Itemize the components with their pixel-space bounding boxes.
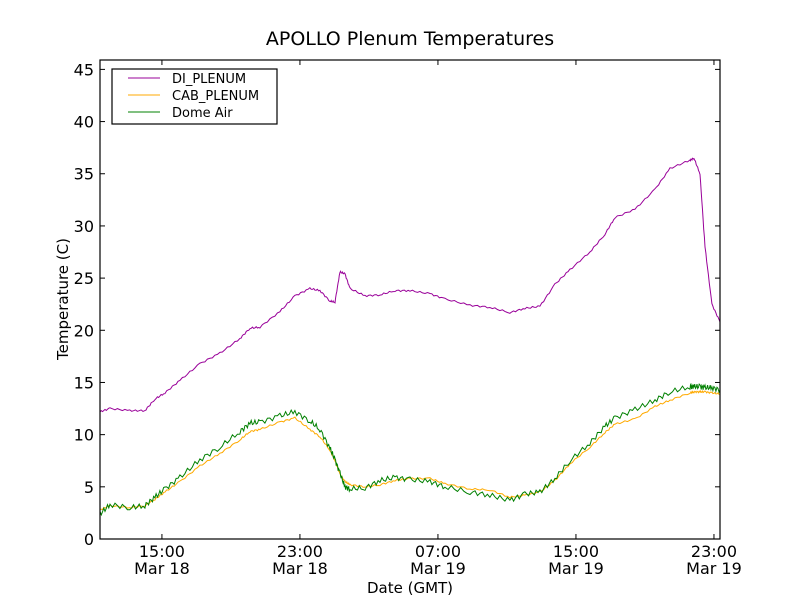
y-tick-label: 45	[74, 60, 94, 79]
x-tick-time-label: 15:00	[553, 542, 599, 561]
y-tick-label: 20	[74, 321, 94, 340]
y-tick-label: 10	[74, 426, 94, 445]
x-tick-time-label: 23:00	[277, 542, 323, 561]
y-tick-label: 35	[74, 165, 94, 184]
x-tick-date-label: Mar 19	[548, 559, 604, 578]
x-tick-date-label: Mar 18	[134, 559, 190, 578]
y-tick-label: 15	[74, 373, 94, 392]
series-line	[99, 389, 721, 511]
chart-title: APOLLO Plenum Temperatures	[266, 28, 554, 50]
y-tick-label: 40	[74, 113, 94, 132]
series-cab-plenum	[99, 389, 721, 511]
y-tick-label: 25	[74, 269, 94, 288]
x-tick-time-label: 23:00	[691, 542, 737, 561]
plot-frame	[99, 59, 721, 540]
x-tick-date-label: Mar 18	[272, 559, 328, 578]
x-tick-date-label: Mar 19	[410, 559, 466, 578]
x-tick-time-label: 07:00	[415, 542, 461, 561]
legend-item: CAB_PLENUM	[128, 89, 259, 104]
legend-label: Dome Air	[172, 106, 233, 121]
y-axis-label: Temperature (C)	[54, 238, 72, 361]
x-tick-time-label: 15:00	[139, 542, 185, 561]
legend: DI_PLENUM CAB_PLENUM Dome Air	[111, 68, 278, 125]
series-line	[99, 157, 721, 413]
series-dome-air	[99, 382, 721, 517]
y-tick-label: 0	[84, 530, 94, 549]
legend-item: DI_PLENUM	[128, 72, 246, 87]
x-tick-date-label: Mar 19	[686, 559, 742, 578]
series-line	[99, 382, 721, 517]
legend-item: Dome Air	[128, 106, 233, 121]
series-di-plenum	[99, 157, 721, 413]
legend-label: DI_PLENUM	[172, 72, 246, 87]
y-tick-label: 30	[74, 217, 94, 236]
y-tick-label: 5	[84, 478, 94, 497]
legend-label: CAB_PLENUM	[172, 89, 259, 104]
x-axis-label: Date (GMT)	[367, 579, 453, 597]
series-layer	[99, 157, 721, 517]
